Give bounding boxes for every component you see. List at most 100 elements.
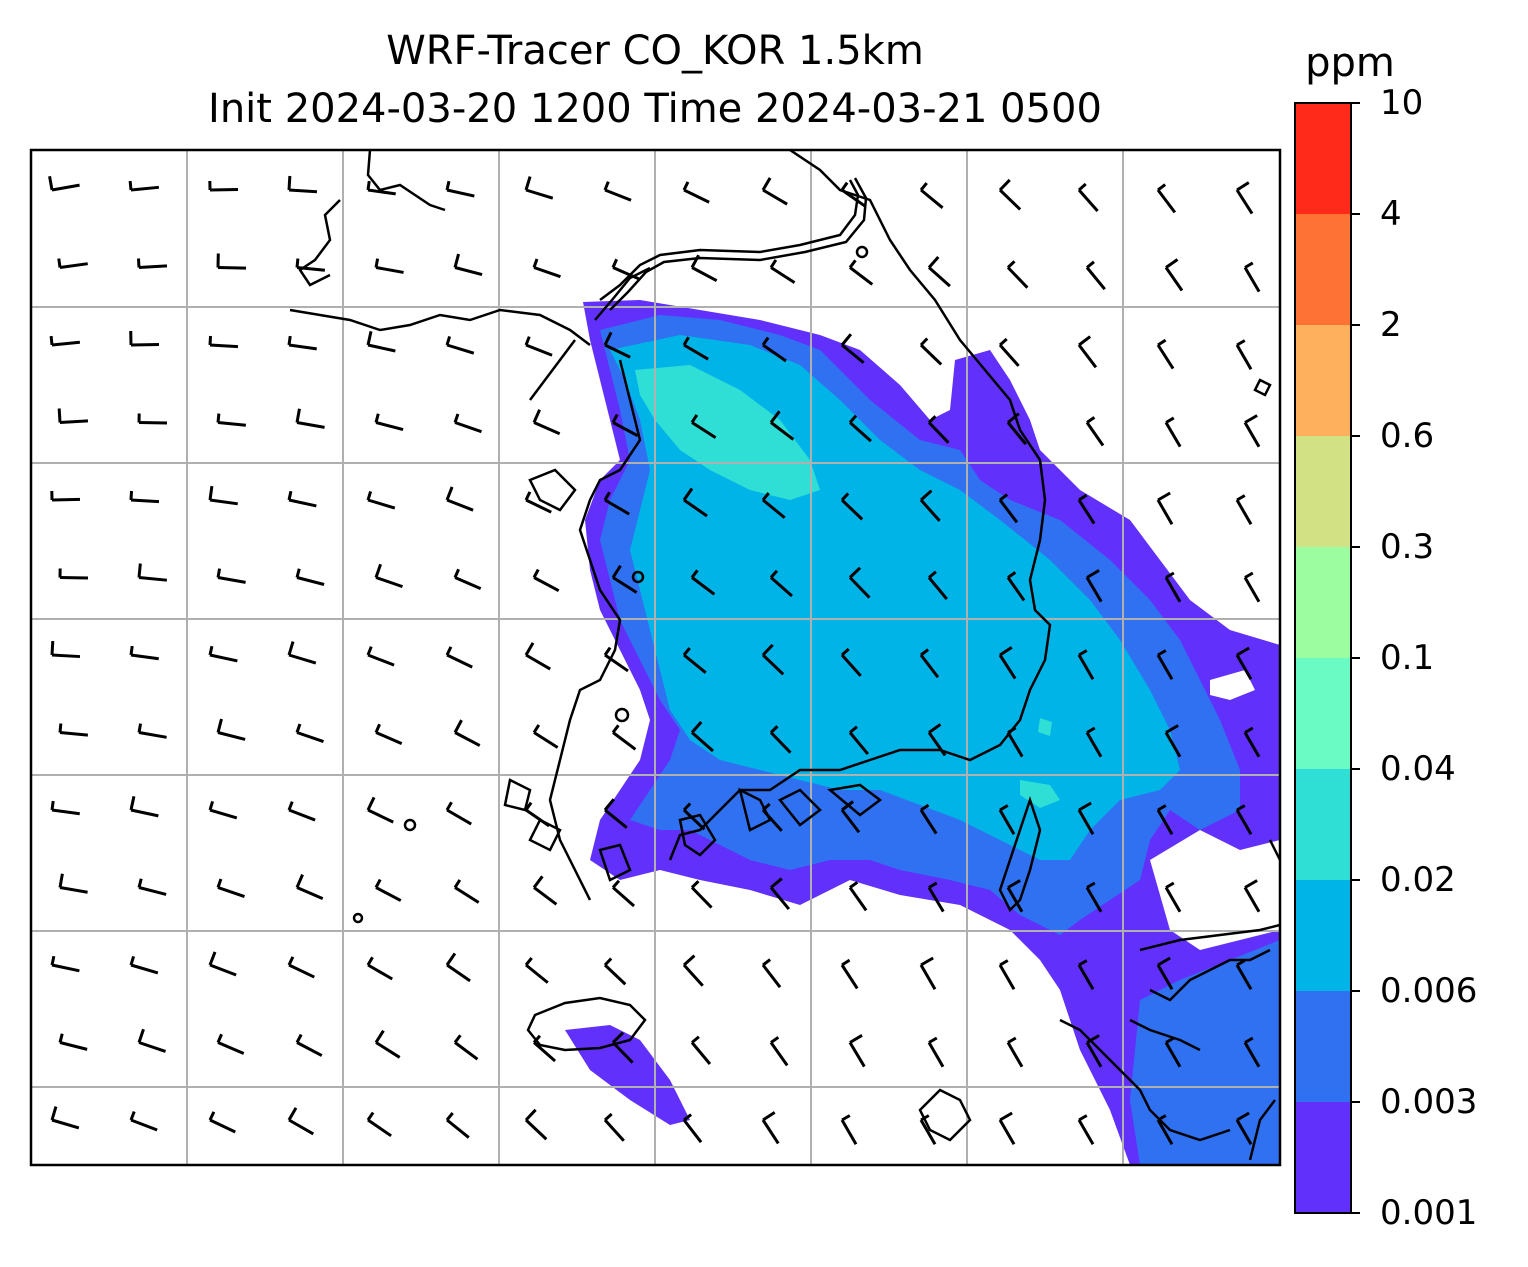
wind-barb	[130, 1118, 158, 1132]
title-line-1: WRF-Tracer CO_KOR 1.5km	[386, 28, 924, 74]
wind-barb-flag	[208, 951, 217, 966]
wind-barb-flag	[524, 801, 533, 811]
wind-barb	[454, 731, 481, 747]
colorbar-tick-label: 4	[1380, 194, 1402, 234]
wind-barb-flag	[366, 646, 373, 656]
wind-barb-flag	[524, 642, 535, 656]
wind-barb-flag	[1236, 339, 1246, 347]
wind-barb-flag	[841, 958, 851, 967]
wind-barb-flag	[1086, 726, 1096, 734]
wind-barb-flag	[920, 648, 930, 657]
wind-barb	[998, 344, 1020, 367]
wind-barb	[769, 886, 791, 911]
wind-barb	[138, 886, 167, 896]
wind-barb-flag	[1007, 412, 1020, 424]
wind-barb	[375, 886, 402, 902]
wind-barb-flag	[57, 258, 62, 268]
wind-barb-flag	[287, 801, 294, 811]
wind-barb	[525, 963, 549, 984]
wind-barb-flag	[216, 878, 223, 888]
wind-barb-flag	[927, 415, 937, 424]
wind-barb	[446, 963, 471, 983]
wind-barb	[138, 731, 167, 739]
wind-barb-flag	[366, 956, 374, 966]
wind-barb-flag	[770, 1036, 780, 1044]
wind-barb-flag	[1007, 571, 1017, 579]
wind-barb	[1085, 266, 1106, 291]
wind-barb	[296, 1041, 323, 1057]
wind-barb	[525, 343, 553, 357]
contour-band-0.02	[635, 365, 820, 500]
wind-barb-flag	[840, 333, 853, 346]
wind-barb-flag	[295, 723, 302, 733]
wind-barb	[367, 808, 394, 824]
wind-barb	[1077, 654, 1095, 680]
wind-barb-flag	[287, 641, 295, 656]
wind-barb-flag	[532, 568, 540, 579]
wind-barb-flag	[445, 1112, 454, 1121]
wind-barb	[761, 1119, 780, 1145]
wind-barb-flag	[682, 336, 690, 346]
wind-barb-flag	[928, 570, 937, 579]
wind-barb-flag	[366, 490, 373, 501]
wind-barb	[288, 653, 317, 665]
wind-barbs	[48, 175, 1261, 1145]
wind-barb-flag	[762, 1111, 776, 1122]
wind-barb-flag	[1078, 1114, 1088, 1122]
wind-barb	[454, 1041, 479, 1061]
colorbar-band	[1295, 325, 1351, 437]
wind-barb-flag	[524, 176, 532, 191]
wind-barb	[446, 498, 474, 512]
wind-barb-flag	[761, 643, 774, 657]
wind-barb-flag	[1236, 646, 1250, 657]
wind-barb	[59, 731, 89, 737]
wind-barb-flag	[295, 258, 300, 268]
wind-barb	[524, 1118, 548, 1141]
wind-barb	[533, 1041, 557, 1063]
wind-barb	[1156, 654, 1174, 680]
wind-barb-flag	[58, 873, 64, 888]
colorbar-tick-label: 0.006	[1380, 971, 1478, 1011]
wind-barb	[1006, 886, 1024, 913]
wind-barb	[1164, 1041, 1182, 1068]
wind-barb	[927, 886, 945, 913]
wind-barb-flag	[208, 1111, 216, 1121]
wind-barb	[682, 963, 704, 987]
wind-barb-flag	[682, 487, 694, 501]
wind-barb	[1156, 809, 1174, 835]
wind-barb	[1085, 886, 1103, 913]
wind-barb	[919, 343, 943, 366]
wind-barb	[761, 653, 785, 676]
wind-barb	[59, 419, 89, 424]
wind-barb-flag	[129, 645, 134, 656]
wind-barb	[1164, 886, 1182, 913]
wind-barb-flag	[603, 491, 611, 501]
wind-barb-flag	[1078, 801, 1092, 812]
wind-barb-flag	[1244, 1036, 1254, 1044]
wind-barb-flag	[295, 408, 301, 423]
wind-barb-flag	[848, 566, 862, 579]
wind-barb-flag	[1244, 571, 1254, 579]
wind-barb-flag	[682, 954, 696, 967]
wind-barb-flag	[208, 800, 215, 811]
wind-barb	[533, 886, 558, 906]
wind-barb-flag	[137, 563, 142, 578]
wind-barb-flag	[453, 568, 460, 579]
wind-barb-flag	[374, 878, 382, 889]
wind-barb	[840, 964, 859, 990]
wind-barb	[375, 576, 403, 589]
wind-barb	[762, 498, 786, 519]
wind-barb	[367, 343, 396, 353]
wind-barb	[51, 1118, 80, 1130]
wind-barb	[1243, 266, 1261, 293]
wind-barb-flag	[682, 647, 691, 656]
wind-barb	[848, 886, 868, 912]
wind-barb-flag	[769, 569, 779, 579]
colorbar-tick-label: 0.6	[1380, 416, 1435, 456]
wind-barb	[691, 421, 717, 439]
wind-barb	[770, 576, 793, 598]
wind-barb	[1235, 1119, 1253, 1145]
wind-barb-flag	[919, 182, 928, 191]
wind-barb-flag	[841, 647, 850, 657]
